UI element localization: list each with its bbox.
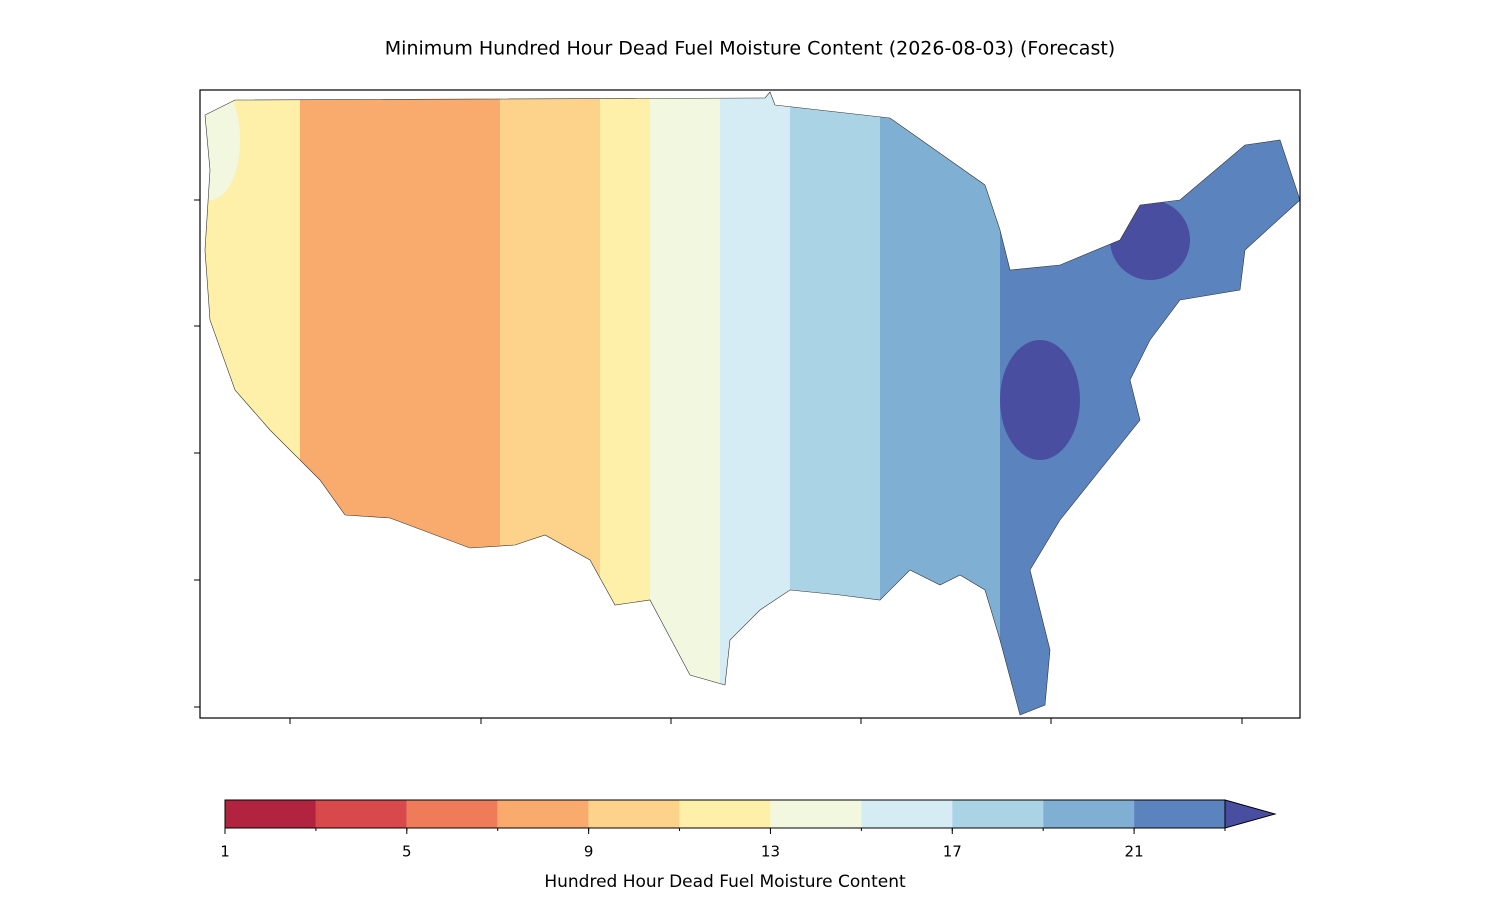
colorbar-segment <box>225 800 316 828</box>
moisture-region <box>600 92 650 715</box>
colorbar-tick-label: 21 <box>1125 843 1144 861</box>
moisture-region <box>790 92 880 715</box>
us-outline <box>204 91 1301 716</box>
moisture-region <box>720 92 790 715</box>
map-frame <box>199 89 1301 719</box>
colorbar-segment <box>315 800 407 828</box>
colorbar-tick-label: 13 <box>761 843 780 861</box>
colorbar-tick-label: 9 <box>584 843 594 861</box>
moisture-region <box>880 92 1000 715</box>
moisture-region <box>500 92 600 715</box>
colorbar-segment <box>770 800 862 828</box>
colorbar-tick-label: 17 <box>943 843 962 861</box>
colorbar-segment <box>1134 800 1225 828</box>
moisture-region <box>300 92 500 715</box>
frame-ticks <box>194 199 1243 724</box>
colorbar: 1 5 9 13 17 21 <box>220 799 1277 861</box>
map-title: Minimum Hundred Hour Dead Fuel Moisture … <box>385 38 1115 60</box>
colorbar-segment <box>861 800 953 828</box>
colorbar-tick-label: 5 <box>402 843 412 861</box>
colorbar-segment <box>1043 800 1135 828</box>
colorbar-segment <box>952 800 1044 828</box>
colorbar-segment <box>679 800 771 828</box>
colorbar-label: Hundred Hour Dead Fuel Moisture Content <box>544 872 906 892</box>
colorbar-extension <box>1224 799 1277 829</box>
map-fill <box>205 92 1300 715</box>
moisture-region <box>1110 200 1190 280</box>
moisture-region <box>650 92 720 715</box>
colorbar-tick-label: 1 <box>220 843 230 861</box>
colorbar-segment <box>497 800 589 828</box>
moisture-region <box>205 92 240 200</box>
colorbar-segment <box>406 800 498 828</box>
colorbar-segment <box>588 800 680 828</box>
colorbar-frame <box>224 799 1226 829</box>
moisture-region <box>1000 340 1080 460</box>
